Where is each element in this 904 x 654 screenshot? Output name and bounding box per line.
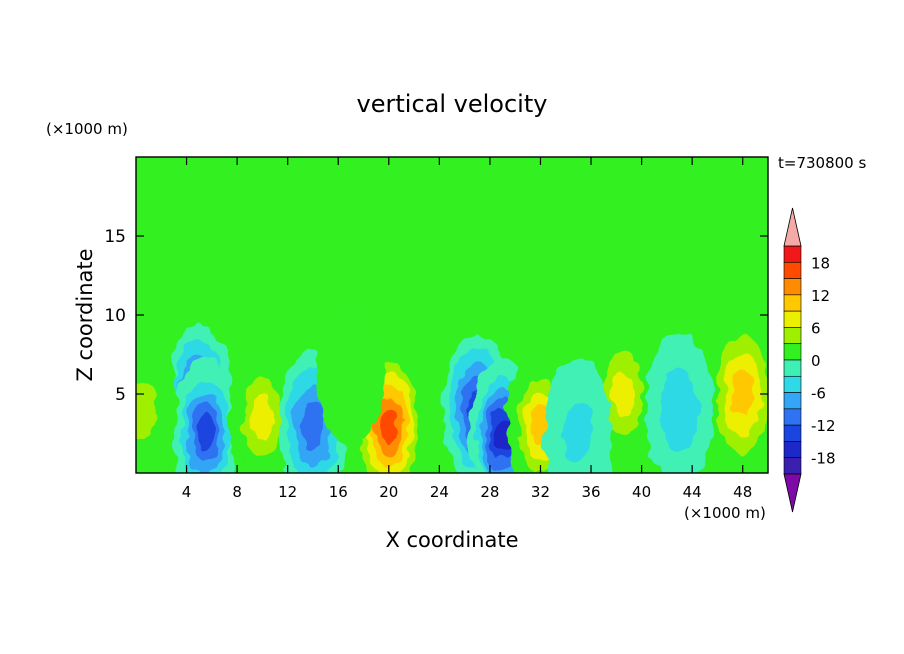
colorbar-swatch (783, 278, 802, 296)
colorbar-swatch (783, 343, 802, 361)
x-tick-label: 36 (581, 483, 600, 501)
x-tick-label: 24 (430, 483, 449, 501)
velocity-cell-9-level-3 (731, 370, 755, 418)
colorbar-tick-label: 18 (811, 254, 830, 272)
x-axis-label: X coordinate (385, 528, 518, 552)
velocity-cell-8-level-3 (611, 370, 635, 418)
colorbar-swatch (783, 294, 802, 312)
colorbar-swatch (783, 359, 802, 377)
velocity-cell-13-level-2 (564, 404, 593, 463)
velocity-cell-3-level-3 (301, 402, 325, 450)
velocity-field (136, 294, 768, 473)
x-tick-label: 20 (379, 483, 398, 501)
colorbar-swatch (783, 392, 802, 410)
x-tick-label: 48 (733, 483, 752, 501)
colorbar-tick-label: -12 (811, 417, 836, 435)
colorbar-swatch (783, 327, 802, 345)
colorbar-swatch (783, 310, 802, 328)
y-axis-label: Z coordinate (73, 248, 97, 381)
colorbar-tick-label: -6 (811, 385, 826, 403)
colorbar-tick-label: 6 (811, 319, 821, 337)
colorbar-top-arrow (783, 207, 802, 247)
colorbar: 18 12 6 0 -6 -12 -18 (783, 207, 836, 513)
colorbar-swatch (783, 408, 802, 426)
x-tick-label: 44 (683, 483, 702, 501)
y-tick-label: 5 (115, 385, 126, 405)
plot-area (136, 157, 768, 473)
colorbar-tick-label: 12 (811, 287, 830, 305)
velocity-cell-12-level-1 (660, 368, 699, 451)
colorbar-tick-label: 0 (811, 352, 821, 370)
time-label: t=730800 s (778, 154, 866, 172)
colorbar-swatch (783, 441, 802, 459)
x-tick-label: 40 (632, 483, 651, 501)
colorbar-tick-label: -18 (811, 450, 836, 468)
y-unit-label: (×1000 m) (46, 120, 128, 138)
x-tick-label: 8 (232, 483, 242, 501)
x-tick-label: 16 (329, 483, 348, 501)
y-tick-label: 10 (104, 306, 126, 326)
chart-title: vertical velocity (357, 90, 548, 118)
x-axis-ticks: 4 8 12 16 20 24 28 32 36 40 44 48 (182, 157, 752, 501)
velocity-cell-10-level-2 (136, 380, 157, 440)
colorbar-swatch (783, 261, 802, 279)
y-axis-ticks: 5 10 15 (104, 227, 768, 405)
x-tick-label: 28 (480, 483, 499, 501)
x-tick-label: 4 (182, 483, 192, 501)
colorbar-swatch (783, 245, 802, 263)
colorbar-bottom-arrow (783, 473, 802, 513)
colorbar-swatch (783, 375, 802, 393)
x-unit-label: (×1000 m) (684, 504, 766, 522)
velocity-cell-1-level-5 (196, 415, 215, 452)
velocity-cell-4-level-5 (379, 407, 398, 444)
x-tick-label: 32 (531, 483, 550, 501)
velocity-cell-11-level-1 (331, 329, 370, 412)
colorbar-swatch (783, 457, 802, 475)
velocity-cell-2-level-3 (250, 394, 274, 442)
y-tick-label: 15 (104, 227, 126, 247)
colorbar-swatch (783, 424, 802, 442)
x-tick-label: 12 (278, 483, 297, 501)
